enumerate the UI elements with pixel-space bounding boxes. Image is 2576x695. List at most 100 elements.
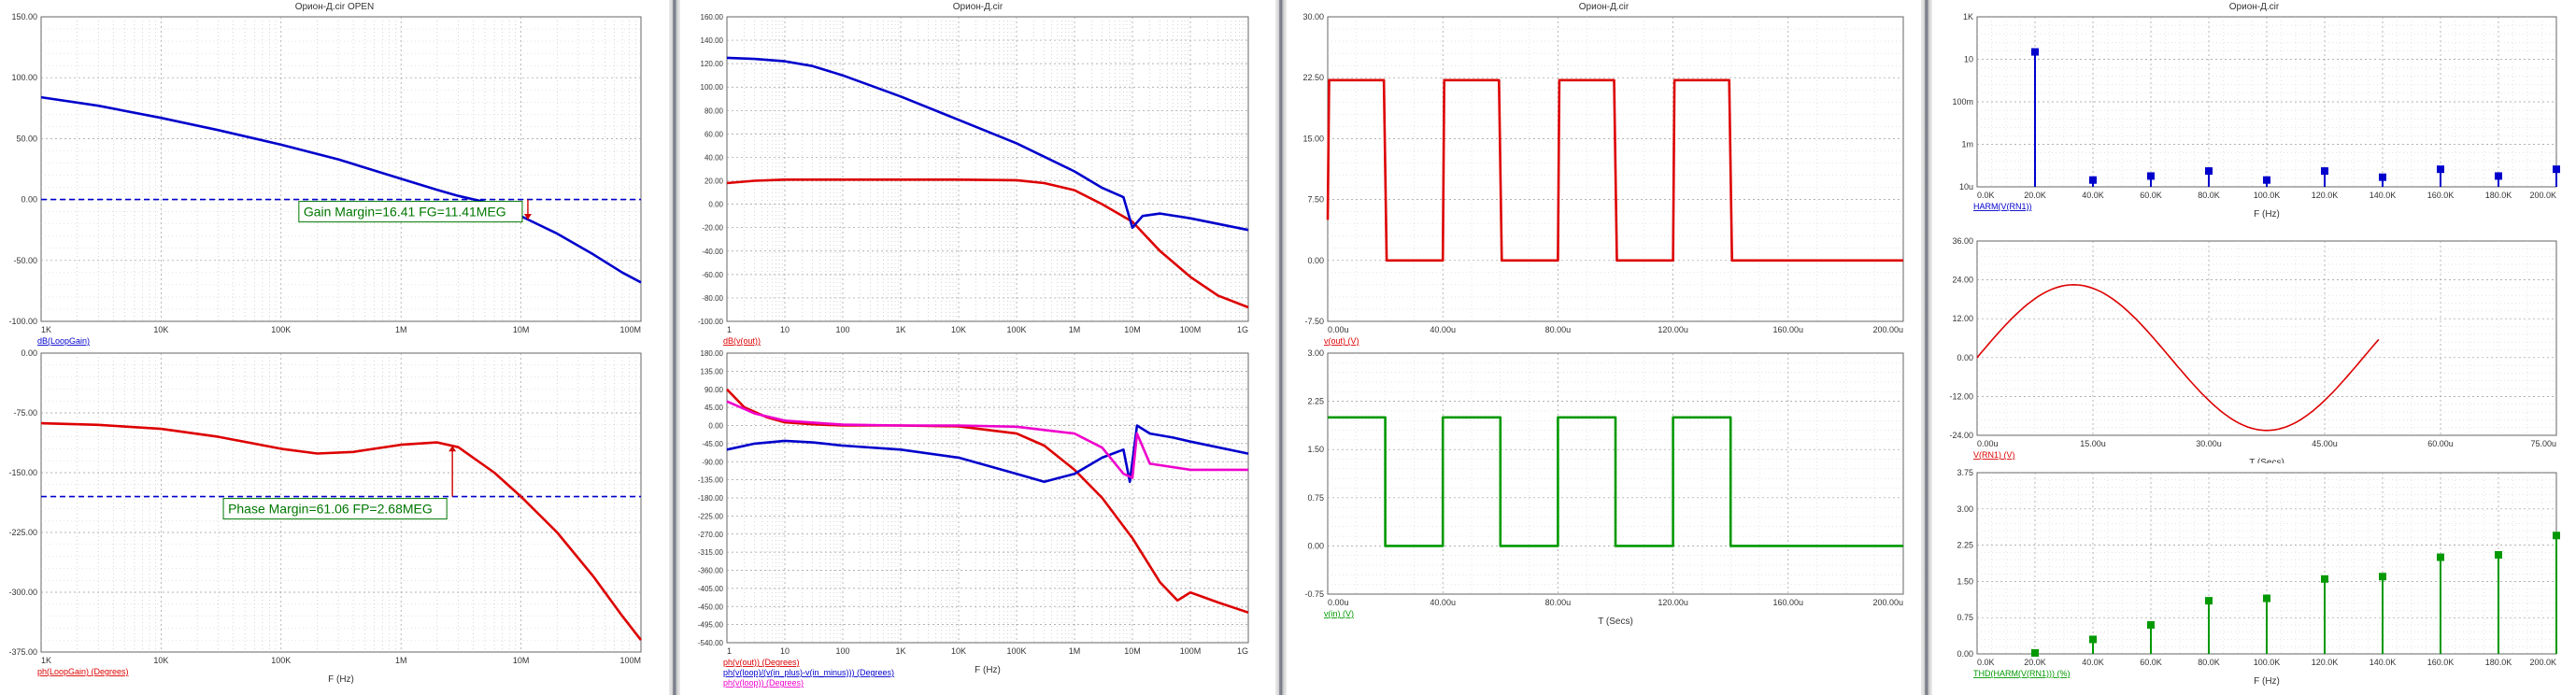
x-tick-label: 10K <box>153 325 168 334</box>
series-line <box>726 400 1248 479</box>
x-tick-label: 10K <box>951 646 966 656</box>
thd-plot[interactable]: 3.75 3.00 2.25 1.50 0.75 0.00 0.0K 20.0K 40.0K 60… <box>1932 463 2576 695</box>
x-tick-label: 100M <box>1180 646 1202 656</box>
stem-marker <box>2553 165 2560 174</box>
annotation-box <box>222 498 448 520</box>
series-line <box>726 56 1249 232</box>
x-tick-label: 1G <box>1237 646 1248 656</box>
y-tick-label: -60.00 <box>702 271 723 279</box>
y-tick-label: 1K <box>1963 12 1973 21</box>
harmonics-plot[interactable]: 1K 10 100m 1m 10u 0.0K 20.0K 40.0K 60.0K 80.0K 100… <box>1932 0 2576 232</box>
sine-voltage-plot[interactable]: 36.00 24.00 12.00 0.00 -12.00 -24.00 0.00u 15.0… <box>1932 232 2576 463</box>
y-tick-label: 50.00 <box>16 134 37 143</box>
stem-marker <box>2321 167 2328 176</box>
y-tick-label: -90.00 <box>702 458 723 466</box>
x-tick-label: 100 <box>835 325 849 334</box>
y-tick-label: -135.00 <box>698 476 724 485</box>
y-tick-label: 0.00 <box>708 422 723 431</box>
x-tick-label: 200.00u <box>1872 325 1903 334</box>
stem-marker <box>2089 176 2097 184</box>
y-tick-label: -300.00 <box>8 588 37 597</box>
legend-label: ph(v(loop)) (Degrees) <box>723 678 804 688</box>
x-tick-label: 75.00u <box>2530 439 2556 448</box>
y-tick-label: -80.00 <box>702 294 723 303</box>
y-tick-label: -450.00 <box>698 603 724 611</box>
series-line <box>40 95 642 284</box>
y-tick-label: 0.75 <box>1957 613 1973 622</box>
x-tick-label: 200.0K <box>2529 658 2556 667</box>
x-axis-label: T (Secs) <box>2249 458 2284 463</box>
y-tick-label: -540.00 <box>698 639 724 647</box>
y-tick-label: -0.75 <box>1304 589 1324 599</box>
bode-phase-plot[interactable]: 180.00 135.00 90.00 45.00 0.00 -45.00 -90.00 -1… <box>680 348 1275 695</box>
y-tick-label: -100.00 <box>8 317 37 326</box>
window-separator[interactable] <box>1921 0 1932 695</box>
y-tick-label: 1m <box>1961 140 1973 149</box>
y-tick-label: 80.00 <box>704 106 724 115</box>
x-tick-label: 10M <box>1124 325 1141 334</box>
y-tick-label: 150.00 <box>11 12 37 21</box>
input-voltage-plot[interactable]: 3.00 2.25 1.50 0.75 0.00 -0.75 0.00u 40.00u 80.0… <box>1287 348 1921 695</box>
loop-gain-magnitude-plot[interactable]: 150.00 100.00 50.00 0.00 -50.00 -100.00 1K 10K 1… <box>0 0 669 348</box>
x-tick-label: 140.0K <box>2370 658 2397 667</box>
y-tick-label: 10u <box>1959 182 1973 191</box>
y-tick-label: 45.00 <box>704 404 724 412</box>
legend-label: dB(v(out)) <box>723 336 761 346</box>
stem-marker <box>2147 620 2155 629</box>
x-tick-label: 100.0K <box>2254 658 2281 667</box>
stem-marker <box>2495 172 2502 180</box>
x-tick-label: 160.0K <box>2427 191 2455 200</box>
x-tick-label: 0.0K <box>1977 191 1995 200</box>
x-tick-label: 100 <box>835 646 849 656</box>
output-voltage-plot[interactable]: 30.00 22.50 15.00 7.50 0.00 -7.50 0.00u 40.00u 8… <box>1287 0 1921 348</box>
plot-window-4: Орион-Д.cir 1K 10 100m 1m 10u 0.0K 20.0K 40.0K 6… <box>1932 0 2576 695</box>
y-tick-label: -375.00 <box>8 647 37 657</box>
y-tick-label: 180.00 <box>701 349 724 358</box>
y-tick-label: 2.25 <box>1307 397 1324 406</box>
annotation-arrowhead <box>523 213 532 220</box>
y-tick-label: 90.00 <box>704 386 724 394</box>
x-tick-label: 10M <box>513 656 530 665</box>
stem-marker <box>2321 574 2328 583</box>
x-tick-label: 45.00u <box>2312 439 2338 448</box>
bode-magnitude-plot[interactable]: 160.00140.00120.00100.0080.0060.0040.002… <box>680 0 1275 348</box>
x-tick-label: 40.0K <box>2082 191 2104 200</box>
x-tick-label: 10M <box>513 325 530 334</box>
x-tick-label: 1M <box>1069 646 1081 656</box>
y-tick-label: 60.00 <box>704 130 724 138</box>
y-tick-label: -50.00 <box>13 256 37 265</box>
plot-window-2: Орион-Д.cir 160.00 140.00 120.00 100.00 80.0… <box>680 0 1275 695</box>
legend-label: ph(v(out)) (Degrees) <box>723 658 800 667</box>
x-tick-label: 20.0K <box>2024 191 2046 200</box>
plot-window-1: Орион-Д.cir OPEN 150.00 100.00 50.00 0.00 -5… <box>0 0 669 695</box>
legend-label: THD(HARM(V(RN1))) (%) <box>1973 669 2070 678</box>
x-tick-label: 80.00u <box>1545 325 1572 334</box>
y-tick-label: -150.00 <box>8 468 37 477</box>
stem-marker <box>2089 635 2097 644</box>
x-tick-label: 180.0K <box>2485 658 2512 667</box>
y-tick-label: 22.50 <box>1302 73 1324 82</box>
y-tick-label: 135.00 <box>701 367 724 376</box>
loop-gain-phase-plot[interactable]: 0.00 -75.00 -150.00 -225.00 -300.00 -375.00 1K… <box>0 348 669 695</box>
x-tick-label: 100M <box>619 325 641 334</box>
legend-label: db(v(loop)/(v(in_plus)-v(in_minus))) <box>723 347 855 348</box>
x-tick-label: 10 <box>780 325 790 334</box>
x-tick-label: 100M <box>1180 325 1202 334</box>
x-axis-label: F (Hz) <box>2254 676 2280 687</box>
x-tick-label: 40.0K <box>2082 658 2104 667</box>
y-tick-label: 0.00 <box>1307 256 1324 265</box>
x-tick-label: 160.0K <box>2427 658 2455 667</box>
window-separator[interactable] <box>669 0 680 695</box>
x-tick-label: 1M <box>395 656 407 665</box>
stem-marker <box>2263 594 2270 603</box>
window-separator[interactable] <box>1275 0 1287 695</box>
x-tick-label: 1K <box>41 325 51 334</box>
stem-marker <box>2437 553 2444 561</box>
y-tick-label: -225.00 <box>698 512 724 520</box>
y-tick-label: 10 <box>1964 55 1973 64</box>
x-tick-label: 0.00u <box>1328 598 1349 607</box>
y-tick-label: 0.00 <box>1307 541 1324 550</box>
x-axis-label: T (Secs) <box>1598 617 1633 627</box>
x-tick-label: 1M <box>395 325 407 334</box>
y-tick-label: 3.75 <box>1957 468 1973 477</box>
